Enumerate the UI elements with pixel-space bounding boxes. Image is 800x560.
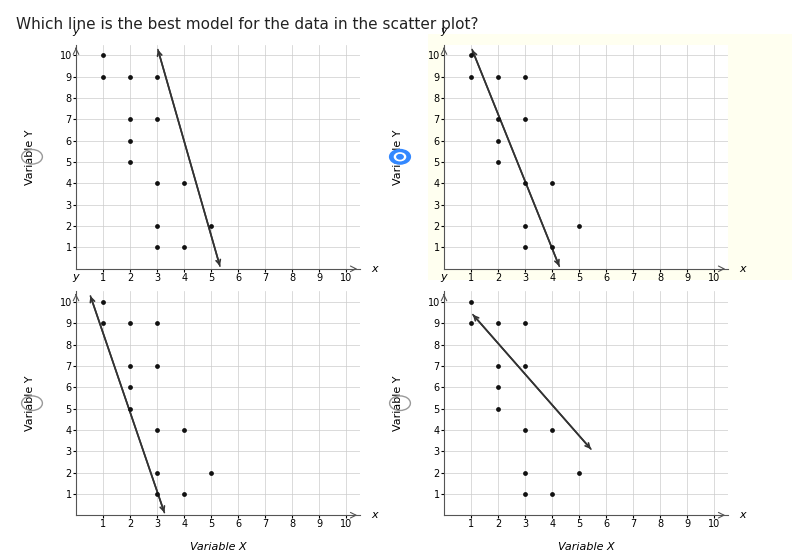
Point [150,243,163,252]
Point [150,72,163,81]
Point [492,136,505,145]
Point [150,361,163,370]
Text: Which line is the best model for the data in the scatter plot?: Which line is the best model for the dat… [16,17,478,32]
Point [97,319,110,328]
Point [546,243,558,252]
Y-axis label: Variable Y: Variable Y [25,375,34,431]
Point [150,115,163,124]
Point [518,179,531,188]
Text: y: y [73,272,79,282]
Point [178,179,190,188]
Point [124,319,137,328]
Point [97,297,110,306]
Point [518,361,531,370]
Point [518,115,531,124]
Text: x: x [739,510,746,520]
Point [124,115,137,124]
Text: Variable X: Variable X [558,542,614,552]
Text: Variable X: Variable X [190,296,246,306]
Point [178,426,190,435]
Text: y: y [73,26,79,36]
Point [124,72,137,81]
Y-axis label: Variable Y: Variable Y [25,129,34,185]
Point [465,72,478,81]
Point [546,179,558,188]
Point [124,361,137,370]
Point [150,426,163,435]
Point [205,222,218,231]
Point [492,115,505,124]
Text: Variable X: Variable X [190,542,246,552]
Point [492,319,505,328]
Point [492,361,505,370]
Point [465,319,478,328]
Point [518,72,531,81]
Point [492,382,505,391]
Point [124,404,137,413]
Y-axis label: Variable Y: Variable Y [393,129,402,185]
Y-axis label: Variable Y: Variable Y [393,375,402,431]
Point [465,51,478,60]
Point [124,158,137,167]
Point [97,72,110,81]
Point [518,426,531,435]
Point [178,489,190,498]
Point [518,468,531,477]
Point [518,489,531,498]
Text: x: x [739,264,746,274]
Point [150,179,163,188]
Point [546,426,558,435]
Point [546,489,558,498]
Point [124,382,137,391]
Point [150,468,163,477]
Text: x: x [371,264,378,274]
Point [492,72,505,81]
Point [573,468,586,477]
Point [150,222,163,231]
Point [465,297,478,306]
Point [150,489,163,498]
Point [124,136,137,145]
Point [518,319,531,328]
Point [205,468,218,477]
Point [492,158,505,167]
Text: Variable X: Variable X [558,296,614,306]
Text: x: x [371,510,378,520]
Text: y: y [441,26,447,36]
Point [518,243,531,252]
Point [178,243,190,252]
Point [97,51,110,60]
Text: y: y [441,272,447,282]
Point [573,222,586,231]
Point [150,319,163,328]
Point [492,404,505,413]
Point [518,222,531,231]
